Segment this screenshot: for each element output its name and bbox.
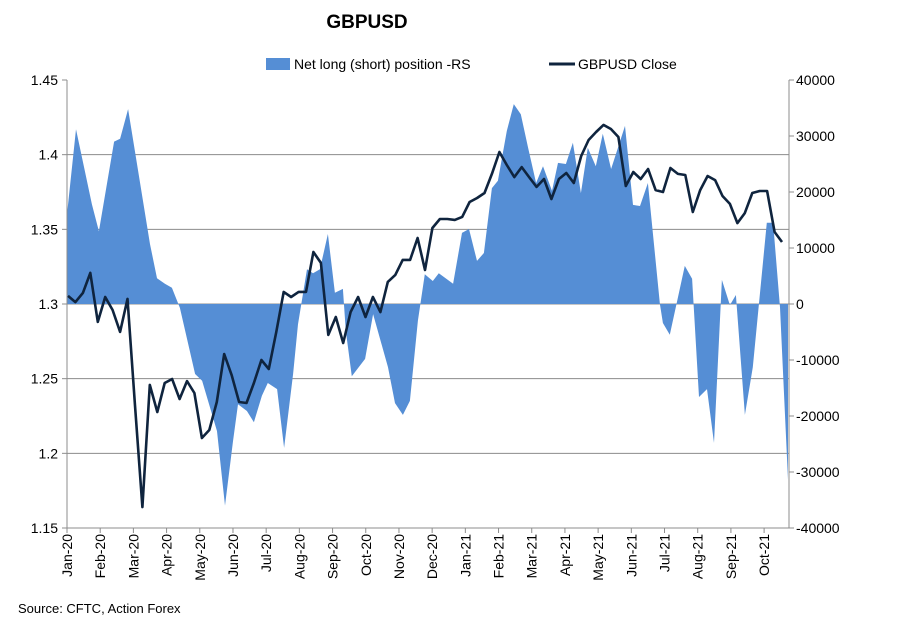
x-tick-label: Mar-21 [524,534,540,579]
x-tick-label: Aug-20 [291,534,307,579]
right-tick-label: -30000 [796,464,840,480]
x-tick-label: Apr-20 [159,534,175,576]
x-tick-label: Jun-20 [225,534,241,577]
right-tick-label: 0 [796,296,804,312]
chart-title: GBPUSD [326,12,407,33]
x-tick-label: Mar-20 [125,534,141,579]
left-tick-label: 1.2 [39,445,59,461]
legend-label-net-position: Net long (short) position -RS [294,56,471,72]
x-tick-label: Aug-21 [690,534,706,579]
x-tick-label: Nov-20 [391,534,407,579]
left-tick-label: 1.35 [31,221,58,237]
x-tick-label: May-20 [192,534,208,581]
x-tick-label: May-21 [590,534,606,581]
right-tick-label: 10000 [796,240,835,256]
x-tick-label: Jul-20 [258,534,274,572]
x-tick-label: Oct-21 [756,534,772,576]
x-tick-label: Feb-21 [491,534,507,579]
legend-swatch-net-position [266,58,290,70]
left-tick-label: 1.4 [39,147,59,163]
left-tick-label: 1.45 [31,72,58,88]
x-tick-label: Apr-21 [557,534,573,576]
gbpusd-close-line [67,123,784,509]
x-tick-label: Jul-21 [657,534,673,572]
x-tick-label: Jan-21 [457,534,473,577]
source-note: Source: CFTC, Action Forex [18,601,181,616]
left-tick-label: 1.25 [31,371,58,387]
left-tick-label: 1.15 [31,520,58,536]
right-tick-label: -10000 [796,352,840,368]
legend-label-close: GBPUSD Close [578,56,677,72]
right-tick-label: -40000 [796,520,840,536]
net-position-area-shape [67,104,789,506]
right-tick-label: 40000 [796,72,835,88]
right-tick-label: 30000 [796,128,835,144]
axes: 1.15 1.2 1.25 1.3 1.35 1.4 1.45 -40000 -30000 -20… [31,72,840,581]
x-tick-label: Jan-20 [59,534,75,577]
right-tick-label: -20000 [796,408,840,424]
x-tick-label: Sep-20 [325,534,341,579]
x-tick-label: Jun-21 [623,534,639,577]
x-tick-label: Feb-20 [92,534,108,579]
x-tick-label: Sep-21 [723,534,739,579]
right-tick-label: 20000 [796,184,835,200]
net-position-area [67,104,789,506]
legend: Net long (short) position -RS GBPUSD Clo… [266,56,677,72]
x-tick-label: Oct-20 [358,534,374,576]
left-tick-label: 1.3 [39,296,59,312]
x-tick-label: Dec-20 [424,534,440,579]
gbpusd-close-polyline [67,123,784,509]
